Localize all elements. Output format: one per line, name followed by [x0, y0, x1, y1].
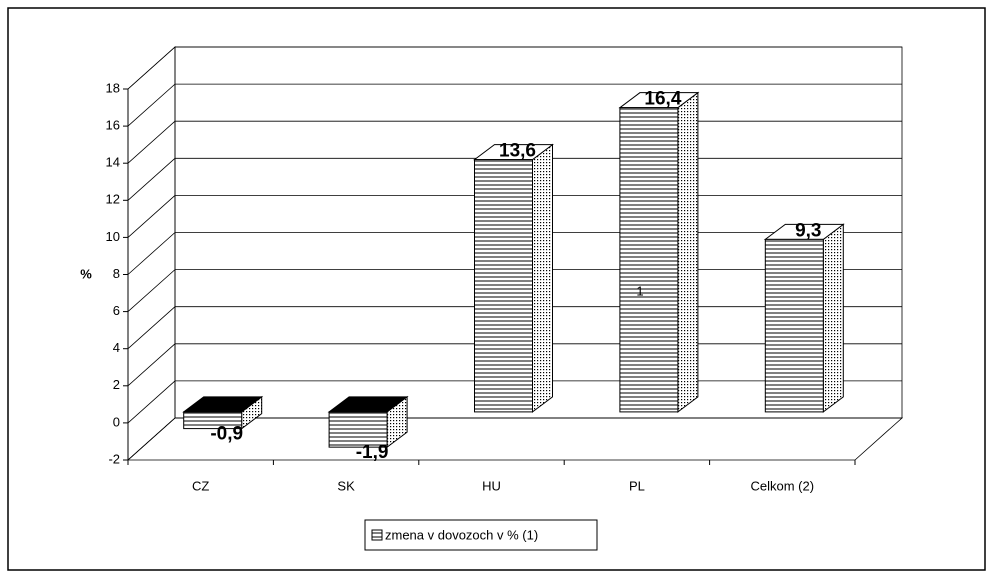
legend-swatch — [371, 529, 383, 541]
y-tick-label: 4 — [113, 340, 120, 355]
legend-box — [364, 519, 598, 551]
bar-side — [532, 143, 553, 413]
y-tick-label: -2 — [108, 451, 120, 466]
y-tick-label: 12 — [106, 192, 120, 207]
grid-line — [127, 83, 902, 127]
x-tick-label: Celkom (2) — [751, 478, 815, 493]
x-tick-label: PL — [629, 478, 645, 493]
grid-line — [127, 46, 902, 90]
y-tick-label: 16 — [106, 118, 120, 133]
legend-label: zmena v dovozoch v % (1) — [385, 527, 538, 542]
value-label: 16,4 — [644, 89, 681, 110]
y-tick-label: 14 — [106, 155, 120, 170]
bar — [328, 411, 388, 448]
value-label: 9,3 — [795, 220, 821, 241]
bar-side — [822, 223, 844, 413]
y-tick-label: 10 — [106, 229, 120, 244]
value-label: -1,9 — [356, 442, 389, 463]
legend: zmena v dovozoch v % (1) — [364, 519, 598, 551]
bar — [764, 238, 824, 413]
y-tick-label: 0 — [113, 414, 120, 429]
bar — [474, 159, 533, 413]
y-tick-label: 2 — [113, 377, 120, 392]
bar-side — [677, 91, 699, 413]
bar — [183, 411, 243, 430]
y-tick-label: 18 — [106, 80, 120, 95]
y-axis-label: % — [80, 266, 92, 281]
x-tick-label: CZ — [192, 478, 209, 493]
annotation: 1 — [636, 283, 643, 298]
value-label: 13,6 — [499, 141, 536, 162]
value-label: -0,9 — [210, 424, 243, 445]
x-tick-label: SK — [337, 478, 355, 493]
bar — [619, 107, 679, 413]
y-tick-label: 8 — [113, 266, 120, 281]
x-tick-label: HU — [482, 478, 501, 493]
grid-line — [127, 417, 902, 461]
frame — [7, 7, 986, 571]
y-tick-label: 6 — [113, 303, 120, 318]
